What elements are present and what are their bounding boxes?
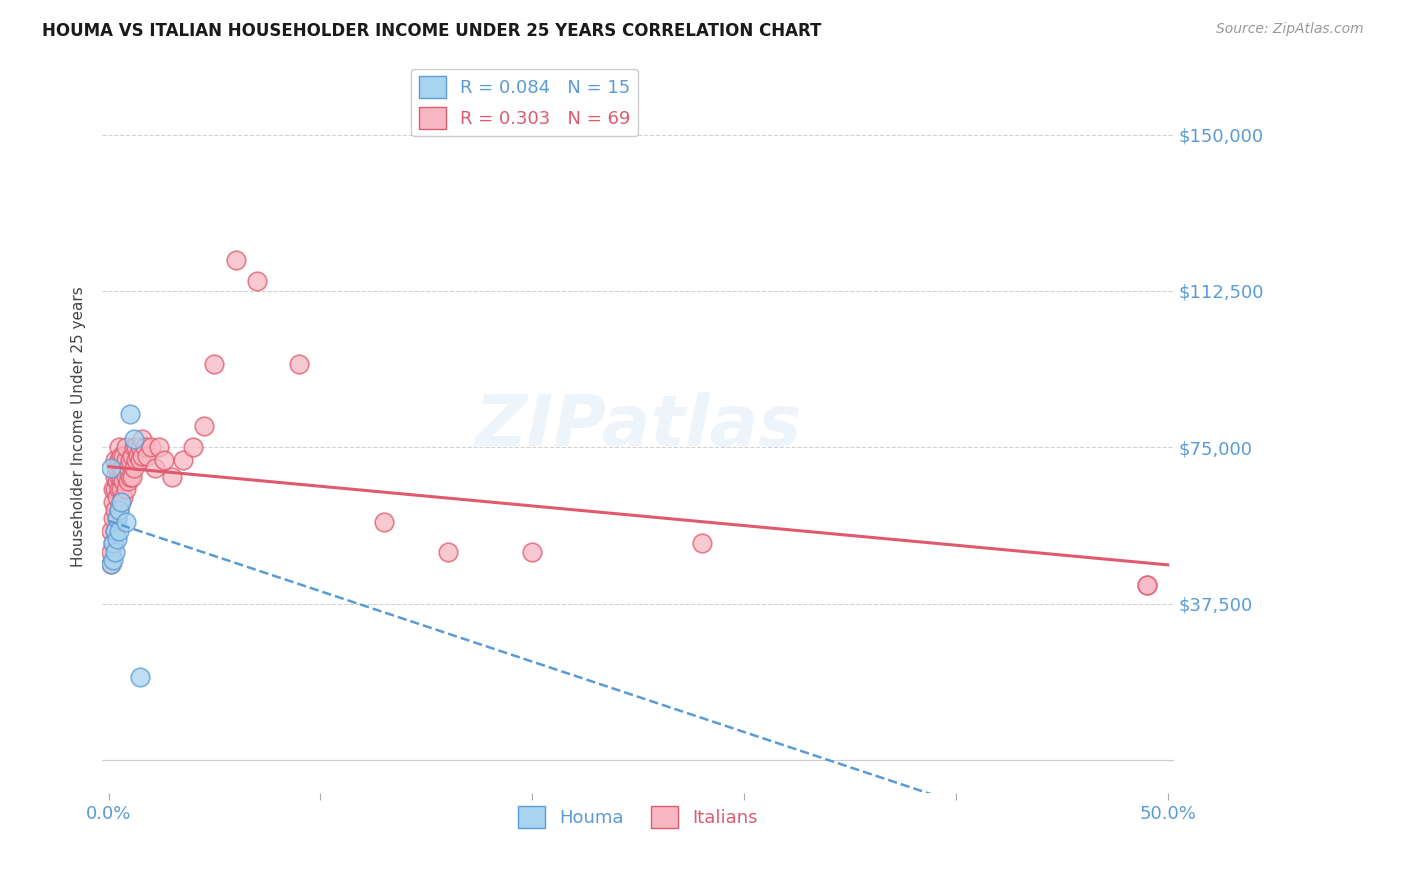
Point xyxy=(105,532,128,546)
Point xyxy=(129,440,152,454)
Point xyxy=(108,482,131,496)
Point xyxy=(110,494,132,508)
Point xyxy=(139,440,162,454)
Point xyxy=(134,440,156,454)
Point xyxy=(288,357,311,371)
Point xyxy=(1135,578,1157,592)
Point xyxy=(104,544,127,558)
Point xyxy=(117,461,139,475)
Point xyxy=(110,449,132,463)
Point xyxy=(110,482,132,496)
Point xyxy=(100,524,122,538)
Point xyxy=(131,449,153,463)
Point xyxy=(114,469,136,483)
Point xyxy=(1135,578,1157,592)
Point xyxy=(104,482,127,496)
Point xyxy=(121,469,143,483)
Point xyxy=(105,511,128,525)
Point xyxy=(522,544,544,558)
Point xyxy=(129,453,152,467)
Point xyxy=(108,440,131,454)
Point xyxy=(114,440,136,454)
Point xyxy=(204,357,226,371)
Point xyxy=(121,449,143,463)
Legend: Houma, Italians: Houma, Italians xyxy=(510,799,765,836)
Point xyxy=(112,491,135,505)
Y-axis label: Householder Income Under 25 years: Householder Income Under 25 years xyxy=(72,286,86,566)
Point xyxy=(129,670,152,684)
Point xyxy=(172,453,194,467)
Point xyxy=(122,432,145,446)
Point xyxy=(225,252,247,267)
Text: HOUMA VS ITALIAN HOUSEHOLDER INCOME UNDER 25 YEARS CORRELATION CHART: HOUMA VS ITALIAN HOUSEHOLDER INCOME UNDE… xyxy=(42,22,821,40)
Point xyxy=(143,461,166,475)
Point xyxy=(104,524,127,538)
Text: ZIPatlas: ZIPatlas xyxy=(474,392,801,461)
Point xyxy=(110,461,132,475)
Point xyxy=(101,536,124,550)
Point xyxy=(100,557,122,571)
Point xyxy=(104,453,127,467)
Point xyxy=(125,453,148,467)
Point xyxy=(108,469,131,483)
Point xyxy=(112,474,135,488)
Text: Source: ZipAtlas.com: Source: ZipAtlas.com xyxy=(1216,22,1364,37)
Point xyxy=(104,524,127,538)
Point xyxy=(122,440,145,454)
Point xyxy=(373,516,395,530)
Point xyxy=(101,536,124,550)
Point xyxy=(108,453,131,467)
Point xyxy=(127,449,149,463)
Point xyxy=(108,503,131,517)
Point xyxy=(181,440,204,454)
Point xyxy=(436,544,458,558)
Point xyxy=(100,461,122,475)
Point xyxy=(100,544,122,558)
Point xyxy=(110,469,132,483)
Point xyxy=(131,432,153,446)
Point xyxy=(100,557,122,571)
Point xyxy=(148,440,170,454)
Point xyxy=(104,469,127,483)
Point xyxy=(246,274,269,288)
Point xyxy=(118,407,141,421)
Point xyxy=(160,469,183,483)
Point xyxy=(690,536,713,550)
Point xyxy=(105,491,128,505)
Point xyxy=(105,511,128,525)
Point xyxy=(112,449,135,463)
Point xyxy=(101,553,124,567)
Point xyxy=(101,482,124,496)
Point xyxy=(101,511,124,525)
Point xyxy=(135,449,157,463)
Point xyxy=(152,453,174,467)
Point xyxy=(108,524,131,538)
Point xyxy=(112,461,135,475)
Point xyxy=(104,503,127,517)
Point xyxy=(122,461,145,475)
Point xyxy=(114,482,136,496)
Point xyxy=(110,494,132,508)
Point xyxy=(118,453,141,467)
Point xyxy=(105,461,128,475)
Point xyxy=(193,419,215,434)
Point xyxy=(101,494,124,508)
Point xyxy=(117,474,139,488)
Point xyxy=(105,474,128,488)
Point xyxy=(108,503,131,517)
Point xyxy=(118,469,141,483)
Point xyxy=(125,440,148,454)
Point xyxy=(114,516,136,530)
Point xyxy=(114,453,136,467)
